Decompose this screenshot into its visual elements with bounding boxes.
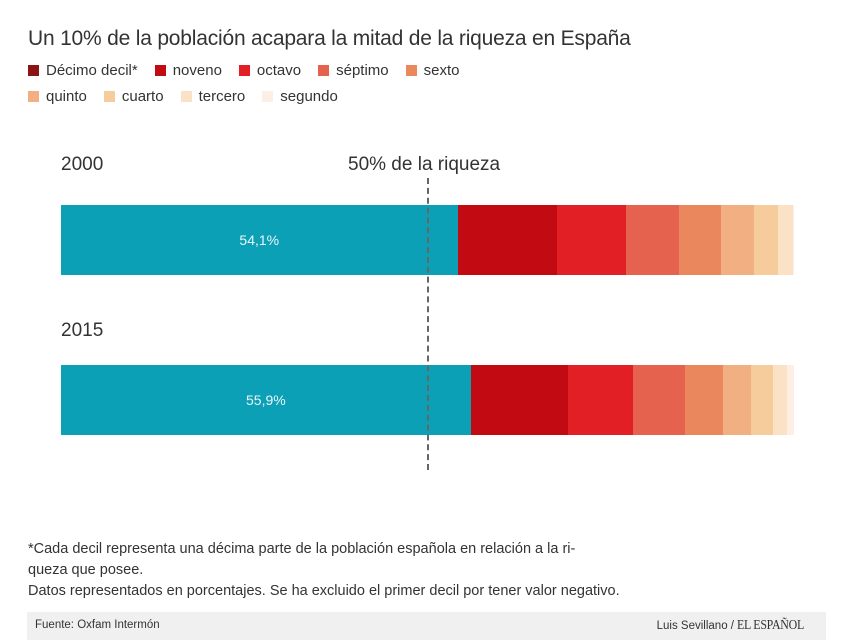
legend-row-1: Décimo decil* noveno octavo séptimo sext… bbox=[28, 62, 477, 79]
legend-swatch bbox=[103, 91, 115, 102]
credit: Luis Sevillano / EL ESPAÑOL bbox=[657, 618, 816, 634]
bar-segment-2015-d4 bbox=[750, 365, 774, 435]
author-label: Luis Sevillano / bbox=[656, 620, 734, 632]
legend-swatch bbox=[28, 91, 39, 102]
footer-bar: Fuente: Oxfam Intermón Luis Sevillano / … bbox=[27, 612, 826, 640]
legend-swatch bbox=[154, 65, 166, 76]
bar-segment-2015-d9 bbox=[470, 365, 568, 435]
legend-item-d9: noveno bbox=[154, 62, 222, 79]
legend-swatch bbox=[28, 65, 39, 76]
reference-line-50 bbox=[426, 178, 429, 470]
bar-segment-2015-d7 bbox=[633, 365, 686, 435]
bar-segment-2000-d7 bbox=[626, 205, 680, 275]
footnote-line-3: Datos representados en porcentajes. Se h… bbox=[28, 583, 620, 599]
data-label-2015: 55,9% bbox=[246, 392, 286, 408]
bar-segment-2015-d10 bbox=[61, 365, 472, 435]
legend-label: octavo bbox=[256, 62, 302, 79]
bar-segment-2000-d5 bbox=[720, 205, 755, 275]
brand-logo: EL ESPAÑOL bbox=[737, 618, 805, 633]
legend-item-d7: séptimo bbox=[318, 62, 389, 79]
bar-segment-2015-d3 bbox=[772, 365, 788, 435]
legend-item-d2: segundo bbox=[262, 88, 338, 105]
footnote-line-2: queza que posee. bbox=[28, 562, 144, 578]
legend-label: tercero bbox=[198, 88, 246, 105]
bar-segment-2015-d5 bbox=[722, 365, 752, 435]
category-label-2015: 2015 bbox=[61, 320, 104, 341]
legend-row-2: quinto cuarto tercero segundo bbox=[28, 88, 355, 105]
legend-swatch bbox=[180, 91, 192, 102]
legend-label: noveno bbox=[172, 62, 222, 79]
legend-label: séptimo bbox=[336, 62, 389, 79]
bar-segment-2015-d6 bbox=[684, 365, 724, 435]
bar-2015: 55,9% bbox=[61, 365, 795, 435]
bar-segment-2000-d2 bbox=[792, 205, 795, 275]
bar-segment-2015-d8 bbox=[567, 365, 634, 435]
legend-label: Décimo decil* bbox=[46, 62, 138, 79]
legend-item-d10: Décimo decil* bbox=[28, 62, 138, 79]
footnote-line-1: *Cada decil representa una décima parte … bbox=[28, 541, 576, 557]
legend-label: sexto bbox=[423, 62, 460, 79]
source-label: Fuente: Oxfam Intermón bbox=[35, 619, 160, 631]
bar-segment-2000-d6 bbox=[678, 205, 722, 275]
legend-item-d5: quinto bbox=[28, 88, 87, 105]
bar-segment-2000-d4 bbox=[753, 205, 779, 275]
legend-item-d3: tercero bbox=[180, 88, 246, 105]
chart-title: Un 10% de la población acapara la mitad … bbox=[28, 27, 631, 50]
legend-item-d6: sexto bbox=[405, 62, 460, 79]
bar-segment-2000-d10 bbox=[61, 205, 459, 275]
bar-segment-2000-d8 bbox=[557, 205, 627, 275]
legend-swatch bbox=[318, 65, 330, 76]
legend-swatch bbox=[238, 65, 250, 76]
reference-line-label: 50% de la riqueza bbox=[348, 154, 501, 175]
bar-segment-2000-d9 bbox=[457, 205, 558, 275]
bar-segment-2015-d2 bbox=[787, 365, 795, 435]
legend-label: segundo bbox=[280, 88, 338, 105]
legend-label: quinto bbox=[46, 88, 87, 105]
legend-swatch bbox=[405, 65, 417, 76]
category-label-2000: 2000 bbox=[61, 154, 104, 175]
legend-item-d8: octavo bbox=[238, 62, 302, 79]
bar-segment-2000-d3 bbox=[777, 205, 794, 275]
legend-item-d4: cuarto bbox=[103, 88, 164, 105]
bar-2000: 54,1% bbox=[61, 205, 795, 275]
data-label-2000: 54,1% bbox=[239, 232, 280, 248]
legend-label: cuarto bbox=[121, 88, 164, 105]
legend-swatch bbox=[262, 91, 274, 102]
